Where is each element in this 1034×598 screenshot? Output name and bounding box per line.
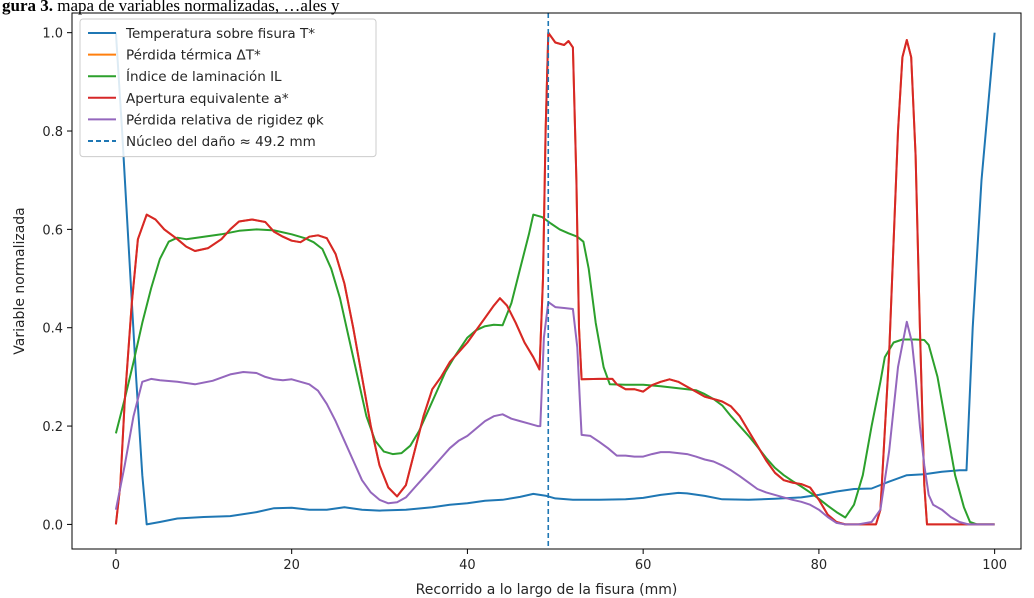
- legend-label: Núcleo del daño ≈ 49.2 mm: [126, 134, 316, 150]
- x-axis-label: Recorrido a lo largo de la fisura (mm): [416, 582, 678, 598]
- legend-label: Pérdida relativa de rigidez φk: [126, 112, 324, 128]
- legend-box: [79, 18, 377, 158]
- series-line-0: [114, 32, 996, 526]
- legend-label: Índice de laminación IL: [126, 68, 282, 85]
- legend-label: Apertura equivalente a*: [126, 91, 289, 107]
- y-axis-ticks: 0.0 0.2 0.4 0.6 0.8 1.0: [42, 27, 72, 533]
- y-axis-label: Variable normalizada: [12, 207, 28, 354]
- x-tick-label: 80: [811, 558, 828, 573]
- x-tick-label: 0: [112, 558, 120, 573]
- series-line-2: [114, 213, 995, 526]
- y-tick-label: 1.0: [42, 27, 63, 42]
- caption-prefix: gura 3.: [2, 0, 53, 15]
- x-tick-label: 100: [982, 558, 1007, 573]
- series-line-4: [114, 301, 995, 526]
- y-tick-label: 0.8: [42, 125, 63, 140]
- caption-text: mapa de variables normalizadas, …ales y: [57, 0, 340, 15]
- x-tick-label: 40: [459, 558, 476, 573]
- x-tick-label: 20: [283, 558, 300, 573]
- y-tick-label: 0.6: [42, 223, 63, 238]
- legend-label: Temperatura sobre fisura T*: [125, 26, 315, 42]
- plot-frame: [71, 12, 1022, 550]
- y-tick-label: 0.0: [42, 518, 63, 533]
- y-tick-label: 0.2: [42, 420, 63, 435]
- legend-label: Pérdida térmica ΔT*: [126, 48, 261, 64]
- legend: Temperatura sobre fisura T* Pérdida térmi…: [79, 18, 377, 158]
- x-axis-ticks: 0 20 40 60 80 100: [112, 549, 1007, 573]
- figure-caption: gura 3. mapa de variables normalizadas, …: [2, 0, 340, 16]
- x-tick-label: 60: [635, 558, 652, 573]
- plot-area-lines: [114, 13, 996, 549]
- y-tick-label: 0.4: [42, 322, 63, 337]
